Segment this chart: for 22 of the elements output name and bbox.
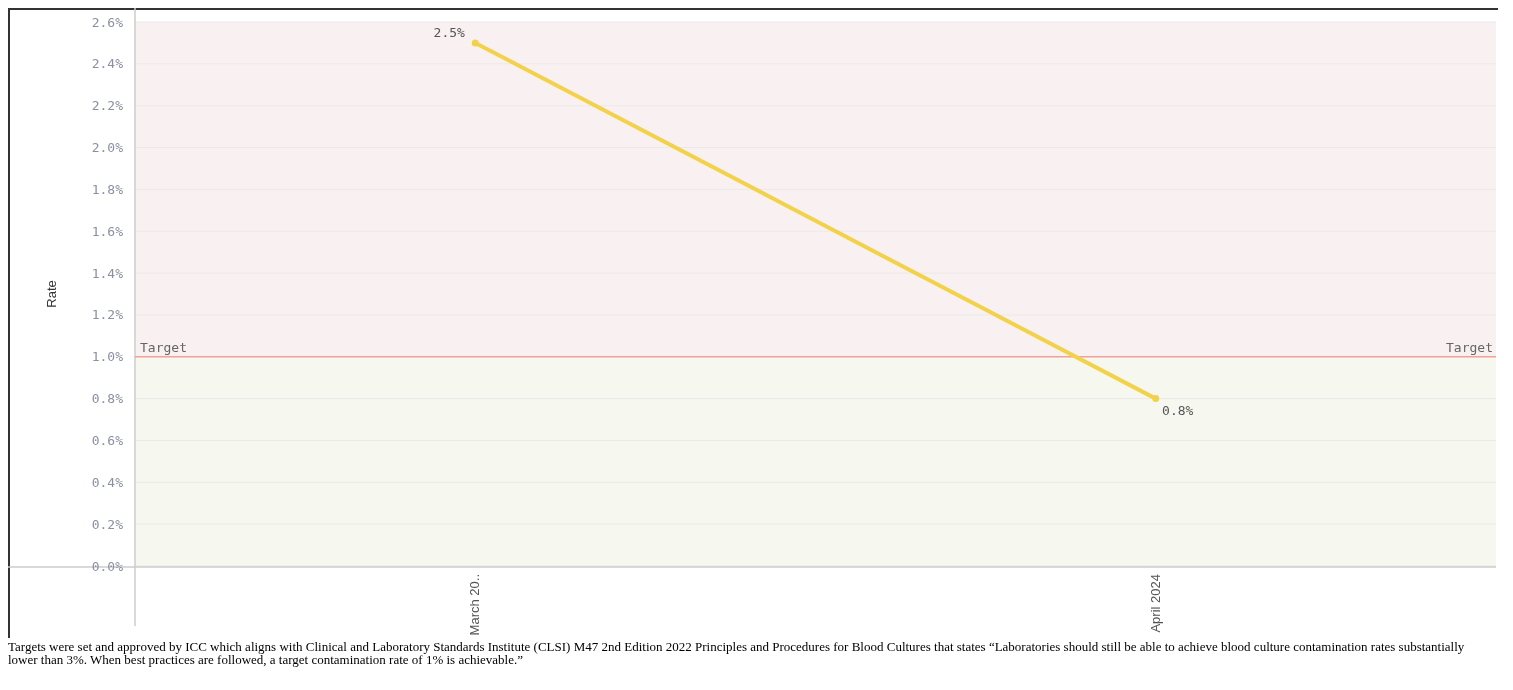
y-tick-label: 2.0% <box>91 140 124 156</box>
y-tick-label: 2.2% <box>91 98 124 114</box>
y-tick-label: 1.0% <box>91 349 124 365</box>
y-tick-label: 0.4% <box>91 474 124 490</box>
y-tick-label: 1.2% <box>91 307 124 323</box>
y-tick-label: 2.4% <box>91 56 124 72</box>
y-tick-label: 1.4% <box>91 265 124 281</box>
y-tick-label: 1.6% <box>91 223 124 239</box>
y-tick-label: 0.0% <box>91 558 124 574</box>
y-axis-title: Rate <box>44 280 59 308</box>
y-tick-label: 0.8% <box>91 391 124 407</box>
y-tick-label: 2.6% <box>91 14 124 30</box>
y-tick-label: 0.2% <box>91 516 124 532</box>
data-label: 0.8% <box>1162 402 1194 418</box>
text: Targets were set and approved by ICC which aligns with Clinical and Laboratory Standards Institute (CLSI) M47 2nd Edition 2022 Principles and Procedures for Blood Cultures that states “Laboratories should still be able to achieve blood culture contamination rates substantially lower than 3%. When best practices are followed, a target contamination rate of 1% is achievable.” <box>8 639 1466 667</box>
ref-line-label: Target <box>140 339 187 355</box>
data-label: 2.5% <box>433 24 466 40</box>
y-tick-label: 0.6% <box>91 433 124 449</box>
y-tick-label: 1.8% <box>91 181 124 197</box>
text: Target <box>1446 339 1493 355</box>
x-tick-label: March 20.. <box>467 574 483 636</box>
x-tick-label: April 2024 <box>1147 574 1163 633</box>
